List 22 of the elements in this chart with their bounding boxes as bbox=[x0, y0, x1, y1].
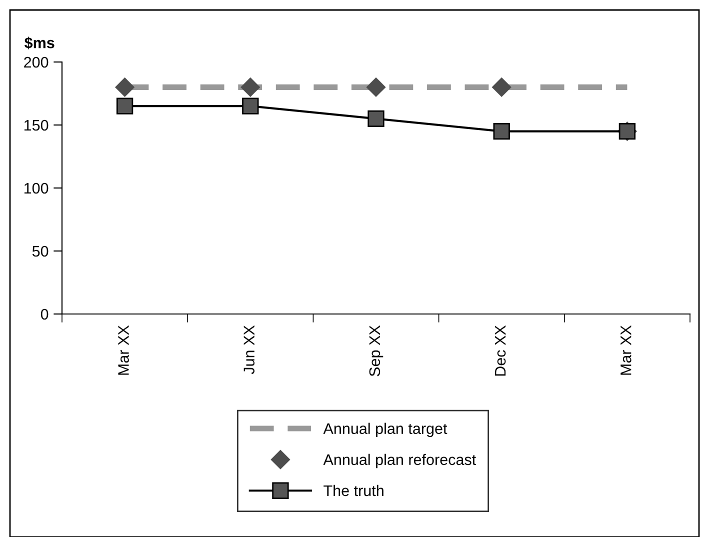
point bbox=[240, 78, 260, 97]
y-tick-label: 150 bbox=[24, 120, 48, 131]
legend-label: The truth bbox=[324, 484, 384, 496]
y-tick-label: 0 bbox=[40, 308, 48, 320]
x-tick-label: Mar XX bbox=[118, 325, 129, 375]
point bbox=[492, 78, 512, 97]
point bbox=[242, 98, 259, 114]
y-tick-label: 200 bbox=[24, 56, 48, 68]
y-axis-title: $ms bbox=[24, 36, 54, 50]
x-tick-label: Mar XX bbox=[620, 325, 632, 375]
y-tick-label: 50 bbox=[32, 246, 48, 257]
legend-label: Annual plan target bbox=[323, 422, 448, 438]
y-tick-label: 100 bbox=[24, 182, 48, 194]
point bbox=[368, 110, 384, 128]
x-tick-label: Jun XX bbox=[244, 325, 254, 374]
x-tick-label: Sep XX bbox=[369, 325, 384, 376]
point bbox=[366, 78, 386, 97]
point bbox=[116, 98, 134, 114]
legend-label: Annual plan reforecast bbox=[323, 454, 476, 468]
point bbox=[493, 122, 510, 140]
point bbox=[115, 78, 134, 97]
x-tick-label: Dec XX bbox=[495, 325, 506, 376]
